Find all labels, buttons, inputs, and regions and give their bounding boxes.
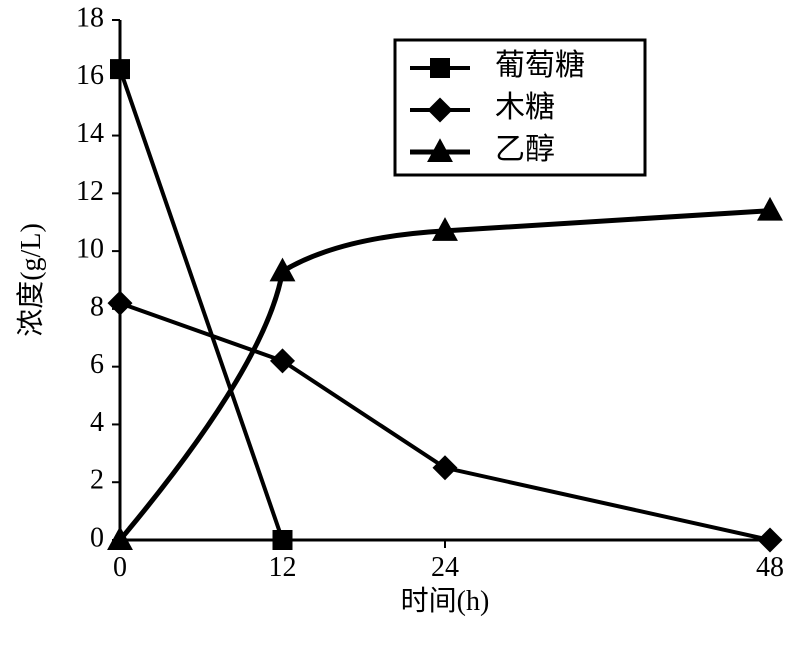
- y-tick-label: 6: [90, 349, 104, 380]
- y-tick-label: 12: [76, 176, 104, 207]
- x-axis-label: 时间(h): [401, 585, 490, 617]
- y-tick-label: 0: [90, 522, 104, 553]
- y-tick-label: 8: [90, 291, 104, 322]
- series: [107, 197, 783, 550]
- data-point: [758, 528, 783, 553]
- series-line: [120, 303, 770, 540]
- x-tick-label: 0: [113, 552, 127, 583]
- x-tick-label: 48: [756, 552, 784, 583]
- legend-marker: [428, 98, 453, 123]
- x-tick-label: 12: [269, 552, 297, 583]
- y-tick-label: 18: [76, 2, 104, 33]
- chart-container: 0246810121416180122448时间(h)浓度(g/L)葡萄糖木糖乙…: [0, 0, 805, 647]
- data-point: [270, 348, 295, 373]
- y-tick-label: 10: [76, 234, 104, 265]
- y-axis-label: 浓度(g/L): [15, 223, 47, 337]
- data-point: [270, 258, 296, 282]
- line-chart: 0246810121416180122448时间(h)浓度(g/L)葡萄糖木糖乙…: [0, 0, 805, 647]
- y-tick-label: 16: [76, 60, 104, 91]
- series: [110, 59, 293, 550]
- x-tick-label: 24: [431, 552, 459, 583]
- series-line: [120, 69, 283, 540]
- legend-marker: [430, 58, 450, 78]
- series-line: [120, 211, 770, 540]
- legend-label: 乙醇: [495, 133, 555, 166]
- y-tick-label: 4: [90, 407, 104, 438]
- data-point: [108, 291, 133, 316]
- y-tick-label: 2: [90, 465, 104, 496]
- y-tick-label: 14: [76, 118, 104, 149]
- data-point: [110, 59, 130, 79]
- data-point: [433, 455, 458, 480]
- legend: 葡萄糖木糖乙醇: [395, 40, 645, 175]
- data-point: [273, 530, 293, 550]
- legend-label: 葡萄糖: [495, 49, 585, 82]
- legend-label: 木糖: [495, 91, 555, 124]
